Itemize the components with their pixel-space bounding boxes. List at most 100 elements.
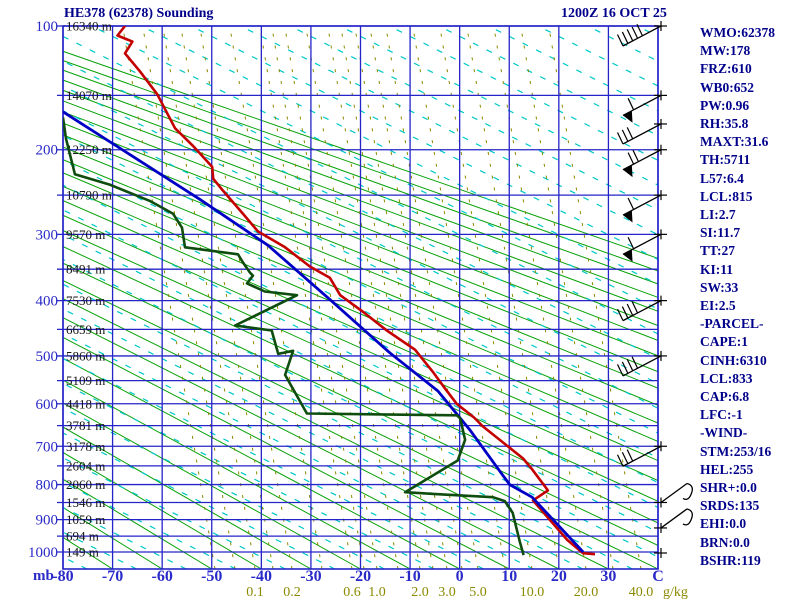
stat-item: EI:2.5 xyxy=(700,298,736,314)
mixing-ratio-label: 0.1 xyxy=(246,585,264,600)
height-label: 3178 m xyxy=(66,439,105,454)
height-labels: 16340 m 14070 m 12250 m 10790 m 9570 m 8491 m… xyxy=(66,19,112,560)
stat-item: LFC:-1 xyxy=(700,407,743,423)
stat-item: LCL:815 xyxy=(700,188,753,204)
temp-tick-label: -70 xyxy=(102,568,123,585)
stat-item: SRDS:135 xyxy=(700,498,760,514)
pressure-label: 200 xyxy=(36,143,59,159)
mixing-ratio-label: 2.0 xyxy=(411,585,429,600)
temp-tick-label: -10 xyxy=(399,568,420,585)
wetbulb_parcel-curve xyxy=(63,110,585,553)
mixing-ratio-label: 0.6 xyxy=(343,585,361,600)
temp-axis-labels: -80 -70 -60 -50 -40 -30 -20 -10 0 10 20 30 C xyxy=(52,568,663,585)
page-title: HE378 (62378) Sounding xyxy=(64,6,214,21)
height-label: 14070 m xyxy=(66,88,112,103)
stat-item: EHI:0.0 xyxy=(700,516,747,532)
temp-tick-label: C xyxy=(652,568,664,585)
stat-item: SI:11.7 xyxy=(700,225,741,241)
stats-panel: WMO:62378 MW:178 FRZ:610 WB0:652 PW:0.96 RH:3… xyxy=(700,24,800,570)
mixing-ratio-label: 20.0 xyxy=(574,585,599,600)
height-label: 8491 m xyxy=(66,262,105,277)
mixing-ratio-label: 1.0 xyxy=(368,585,386,600)
pressure-axis-unit: mb xyxy=(33,568,54,584)
wind-barbs xyxy=(616,21,693,558)
stat-item: KI:11 xyxy=(700,261,734,277)
stat-item: BRN:0.0 xyxy=(700,534,750,550)
temp-tick-label: -60 xyxy=(152,568,173,585)
stat-item: CAPE:1 xyxy=(700,334,748,350)
height-label: 1546 m xyxy=(66,495,105,510)
height-label: 12250 m xyxy=(66,142,112,157)
temp-tick-label: -50 xyxy=(201,568,222,585)
stat-item: TH:5711 xyxy=(700,152,751,168)
mixing-ratio-lines xyxy=(122,26,642,569)
stat-item: RH:35.8 xyxy=(700,116,749,132)
stat-item: STM:253/16 xyxy=(700,443,772,459)
temp-tick-label: -80 xyxy=(52,568,73,585)
pressure-label: 500 xyxy=(36,349,59,365)
pressure-label: 1000 xyxy=(28,545,58,561)
sounding-curves xyxy=(63,26,596,556)
mixing-ratio-label: 0.2 xyxy=(283,585,301,600)
temp-tick-label: -40 xyxy=(251,568,272,585)
height-label: 7530 m xyxy=(66,293,105,308)
stat-item: CINH:6310 xyxy=(700,352,767,368)
height-label: 694 m xyxy=(66,529,99,544)
stat-item: WMO:62378 xyxy=(700,25,775,40)
datetime-label: 1200Z 16 OCT 25 xyxy=(561,6,667,21)
pressure-label: 800 xyxy=(36,478,59,494)
mixing-ratio-unit: g/kg xyxy=(663,585,688,600)
stat-item: CAP:6.8 xyxy=(700,389,750,405)
height-label: 16340 m xyxy=(66,19,112,34)
stat-item: SW:33 xyxy=(700,279,739,295)
stat-item: TT:27 xyxy=(700,243,736,259)
height-label: 5860 m xyxy=(66,348,105,363)
stat-item: -PARCEL- xyxy=(700,316,764,332)
mixing-ratio-label: 5.0 xyxy=(469,585,487,600)
pressure-label: 900 xyxy=(36,513,59,529)
mixing-ratio-label: 40.0 xyxy=(629,585,654,600)
temp-tick-label: 10 xyxy=(501,568,517,585)
mixing-ratio-label: 10.0 xyxy=(520,585,545,600)
grid xyxy=(57,25,659,570)
temp-tick-label: -30 xyxy=(300,568,321,585)
stat-item: SHR+:0.0 xyxy=(700,480,757,496)
stat-item: PW:0.96 xyxy=(700,97,750,113)
height-label: 4418 m xyxy=(66,396,105,411)
temp-tick-label: -20 xyxy=(350,568,371,585)
temp-tick-label: 30 xyxy=(600,568,616,585)
temp-tick-label: 20 xyxy=(551,568,567,585)
pressure-axis-labels: 100 200 300 400 500 600 700 800 900 1000 mb xyxy=(28,19,58,584)
stat-item: LI:2.7 xyxy=(700,207,736,223)
stat-item: LCL:833 xyxy=(700,370,753,386)
stat-item: MAXT:31.6 xyxy=(700,134,769,150)
moist-adiabat-lines xyxy=(63,26,658,569)
height-label: 10790 m xyxy=(66,188,112,203)
pressure-label: 400 xyxy=(36,294,59,310)
height-label: 2604 m xyxy=(66,458,105,473)
pressure-label: 300 xyxy=(36,227,59,243)
dewpoint-curve xyxy=(63,117,525,556)
height-label: 6659 m xyxy=(66,322,105,337)
pressure-label: 100 xyxy=(36,19,59,35)
temperature-curve xyxy=(116,26,596,556)
stat-item: WB0:652 xyxy=(700,79,754,95)
height-label: 1059 m xyxy=(66,512,105,527)
mixing-ratio-labels: 0.1 0.2 0.6 1.0 2.0 3.0 5.0 10.0 20.0 40.0 g/kg xyxy=(246,585,688,600)
height-label: 149 m xyxy=(66,545,99,560)
stat-item: BSHR:119 xyxy=(700,552,761,568)
stat-item: -WIND- xyxy=(700,425,748,441)
stat-item: MW:178 xyxy=(700,43,751,59)
stat-item: FRZ:610 xyxy=(700,61,752,77)
stat-item: L57:6.4 xyxy=(700,170,744,186)
mixing-ratio-label: 3.0 xyxy=(438,585,456,600)
stat-item: HEL:255 xyxy=(700,461,754,477)
height-label: 9570 m xyxy=(66,227,105,242)
pressure-label: 600 xyxy=(36,397,59,413)
height-label: 3781 m xyxy=(66,418,105,433)
dry-adiabat-lines xyxy=(63,50,658,569)
height-label: 5109 m xyxy=(66,373,105,388)
pressure-label: 700 xyxy=(36,439,59,455)
temp-tick-label: 0 xyxy=(456,568,464,585)
